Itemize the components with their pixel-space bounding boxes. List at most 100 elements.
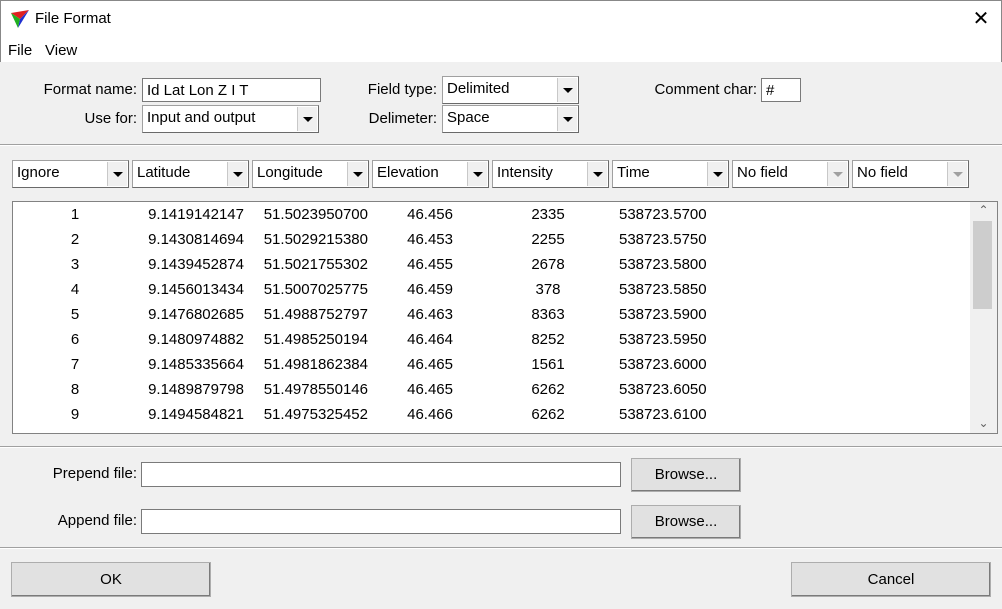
chevron-down-icon[interactable] (107, 162, 127, 186)
chevron-down-icon[interactable] (557, 107, 577, 131)
column-field-select[interactable]: Longitude (252, 160, 369, 188)
list-cell: 46.455 (407, 256, 453, 273)
list-cell: 1 (70, 206, 80, 223)
column-field-value: Latitude (137, 164, 191, 181)
prepend-file-label: Prepend file: (52, 465, 137, 482)
list-cell: 51.4975325452 (263, 406, 368, 423)
column-field-select[interactable]: No field (852, 160, 969, 188)
menu-view[interactable]: View (45, 42, 78, 59)
chevron-down-icon[interactable] (347, 162, 367, 186)
chevron-down-icon[interactable] (947, 162, 967, 186)
list-cell: 9.1439452874 (148, 256, 244, 273)
column-field-select[interactable]: No field (732, 160, 849, 188)
list-cell: 2678 (531, 256, 565, 273)
use-for-select[interactable]: Input and output (142, 105, 319, 133)
delimeter-label: Delimeter: (368, 110, 437, 127)
list-cell: 9.1456013434 (148, 281, 244, 298)
column-field-select[interactable]: Latitude (132, 160, 249, 188)
format-name-input[interactable]: Id Lat Lon Z I T (142, 78, 321, 102)
list-cell: 538723.5750 (619, 231, 707, 248)
column-field-select[interactable]: Time (612, 160, 729, 188)
column-field-value: Longitude (257, 164, 323, 181)
column-field-select[interactable]: Ignore (12, 160, 129, 188)
chevron-down-icon[interactable] (227, 162, 247, 186)
scrollbar-thumb[interactable] (973, 221, 992, 309)
list-cell: 538723.5950 (619, 331, 707, 348)
list-cell: 9.1419142147 (148, 206, 244, 223)
chevron-down-icon[interactable] (827, 162, 847, 186)
chevron-down-icon[interactable] (707, 162, 727, 186)
list-cell: 538723.5850 (619, 281, 707, 298)
list-cell: 46.465 (407, 381, 453, 398)
list-cell: 46.456 (407, 206, 453, 223)
list-cell: 9.1476802685 (148, 306, 244, 323)
cancel-button[interactable]: Cancel (791, 562, 991, 597)
comment-char-input[interactable]: # (761, 78, 801, 102)
window-title: File Format (35, 10, 111, 27)
list-cell: 3 (70, 256, 80, 273)
field-type-label: Field type: (367, 81, 437, 98)
list-cell: 538723.6100 (619, 406, 707, 423)
prepend-file-input[interactable] (141, 462, 621, 487)
prepend-browse-button[interactable]: Browse... (631, 458, 741, 492)
append-file-input[interactable] (141, 509, 621, 534)
list-cell: 8252 (531, 331, 565, 348)
chevron-down-icon[interactable] (467, 162, 487, 186)
append-file-label: Append file: (57, 512, 137, 529)
list-cell: 6262 (531, 406, 565, 423)
list-cell: 538723.5700 (619, 206, 707, 223)
chevron-down-icon[interactable] (557, 78, 577, 102)
data-preview-list[interactable]: 1 9.1419142147 51.5023950700 46.456 2335 5387… (12, 201, 970, 434)
list-cell: 51.5029215380 (263, 231, 368, 248)
vertical-scrollbar[interactable]: ⌃ ⌄ (970, 201, 998, 434)
scroll-down-icon[interactable]: ⌄ (978, 416, 989, 430)
chevron-down-icon[interactable] (587, 162, 607, 186)
list-cell: 1561 (531, 356, 565, 373)
column-field-select[interactable]: Intensity (492, 160, 609, 188)
list-cell: 538723.6000 (619, 356, 707, 373)
column-field-value: Elevation (377, 164, 439, 181)
list-cell: 378 (535, 281, 561, 298)
comment-char-label: Comment char: (654, 81, 757, 98)
chevron-down-icon[interactable] (297, 107, 317, 131)
list-cell: 5 (70, 306, 80, 323)
list-cell: 7 (70, 356, 80, 373)
field-type-select[interactable]: Delimited (442, 76, 579, 104)
divider (0, 547, 1002, 549)
list-cell: 4 (70, 281, 80, 298)
delimeter-value: Space (447, 109, 490, 126)
append-browse-button[interactable]: Browse... (631, 505, 741, 539)
list-cell: 8 (70, 381, 80, 398)
list-cell: 46.459 (407, 281, 453, 298)
menu-bar (0, 38, 1002, 62)
list-cell: 538723.5900 (619, 306, 707, 323)
divider (0, 144, 1002, 146)
list-cell: 46.463 (407, 306, 453, 323)
list-cell: 51.5021755302 (263, 256, 368, 273)
close-icon[interactable]: ✕ (972, 8, 990, 30)
delimeter-select[interactable]: Space (442, 105, 579, 133)
list-cell: 9.1494584821 (148, 406, 244, 423)
scroll-up-icon[interactable]: ⌃ (978, 203, 989, 217)
list-cell: 46.453 (407, 231, 453, 248)
list-cell: 9.1489879798 (148, 381, 244, 398)
list-cell: 9.1480974882 (148, 331, 244, 348)
list-cell: 9.1485335664 (148, 356, 244, 373)
title-bar (0, 0, 1002, 38)
list-cell: 51.4988752797 (263, 306, 368, 323)
list-cell: 46.465 (407, 356, 453, 373)
list-cell: 46.464 (407, 331, 453, 348)
list-cell: 51.4981862384 (263, 356, 368, 373)
list-cell: 51.5023950700 (263, 206, 368, 223)
column-field-value: No field (857, 164, 908, 181)
ok-button[interactable]: OK (11, 562, 211, 597)
column-field-value: No field (737, 164, 788, 181)
column-field-value: Intensity (497, 164, 553, 181)
column-field-value: Ignore (17, 164, 60, 181)
list-cell: 51.4978550146 (263, 381, 368, 398)
column-field-select[interactable]: Elevation (372, 160, 489, 188)
use-for-label: Use for: (84, 110, 137, 127)
list-cell: 9.1430814694 (148, 231, 244, 248)
menu-file[interactable]: File (8, 42, 33, 59)
list-cell: 9 (70, 406, 80, 423)
